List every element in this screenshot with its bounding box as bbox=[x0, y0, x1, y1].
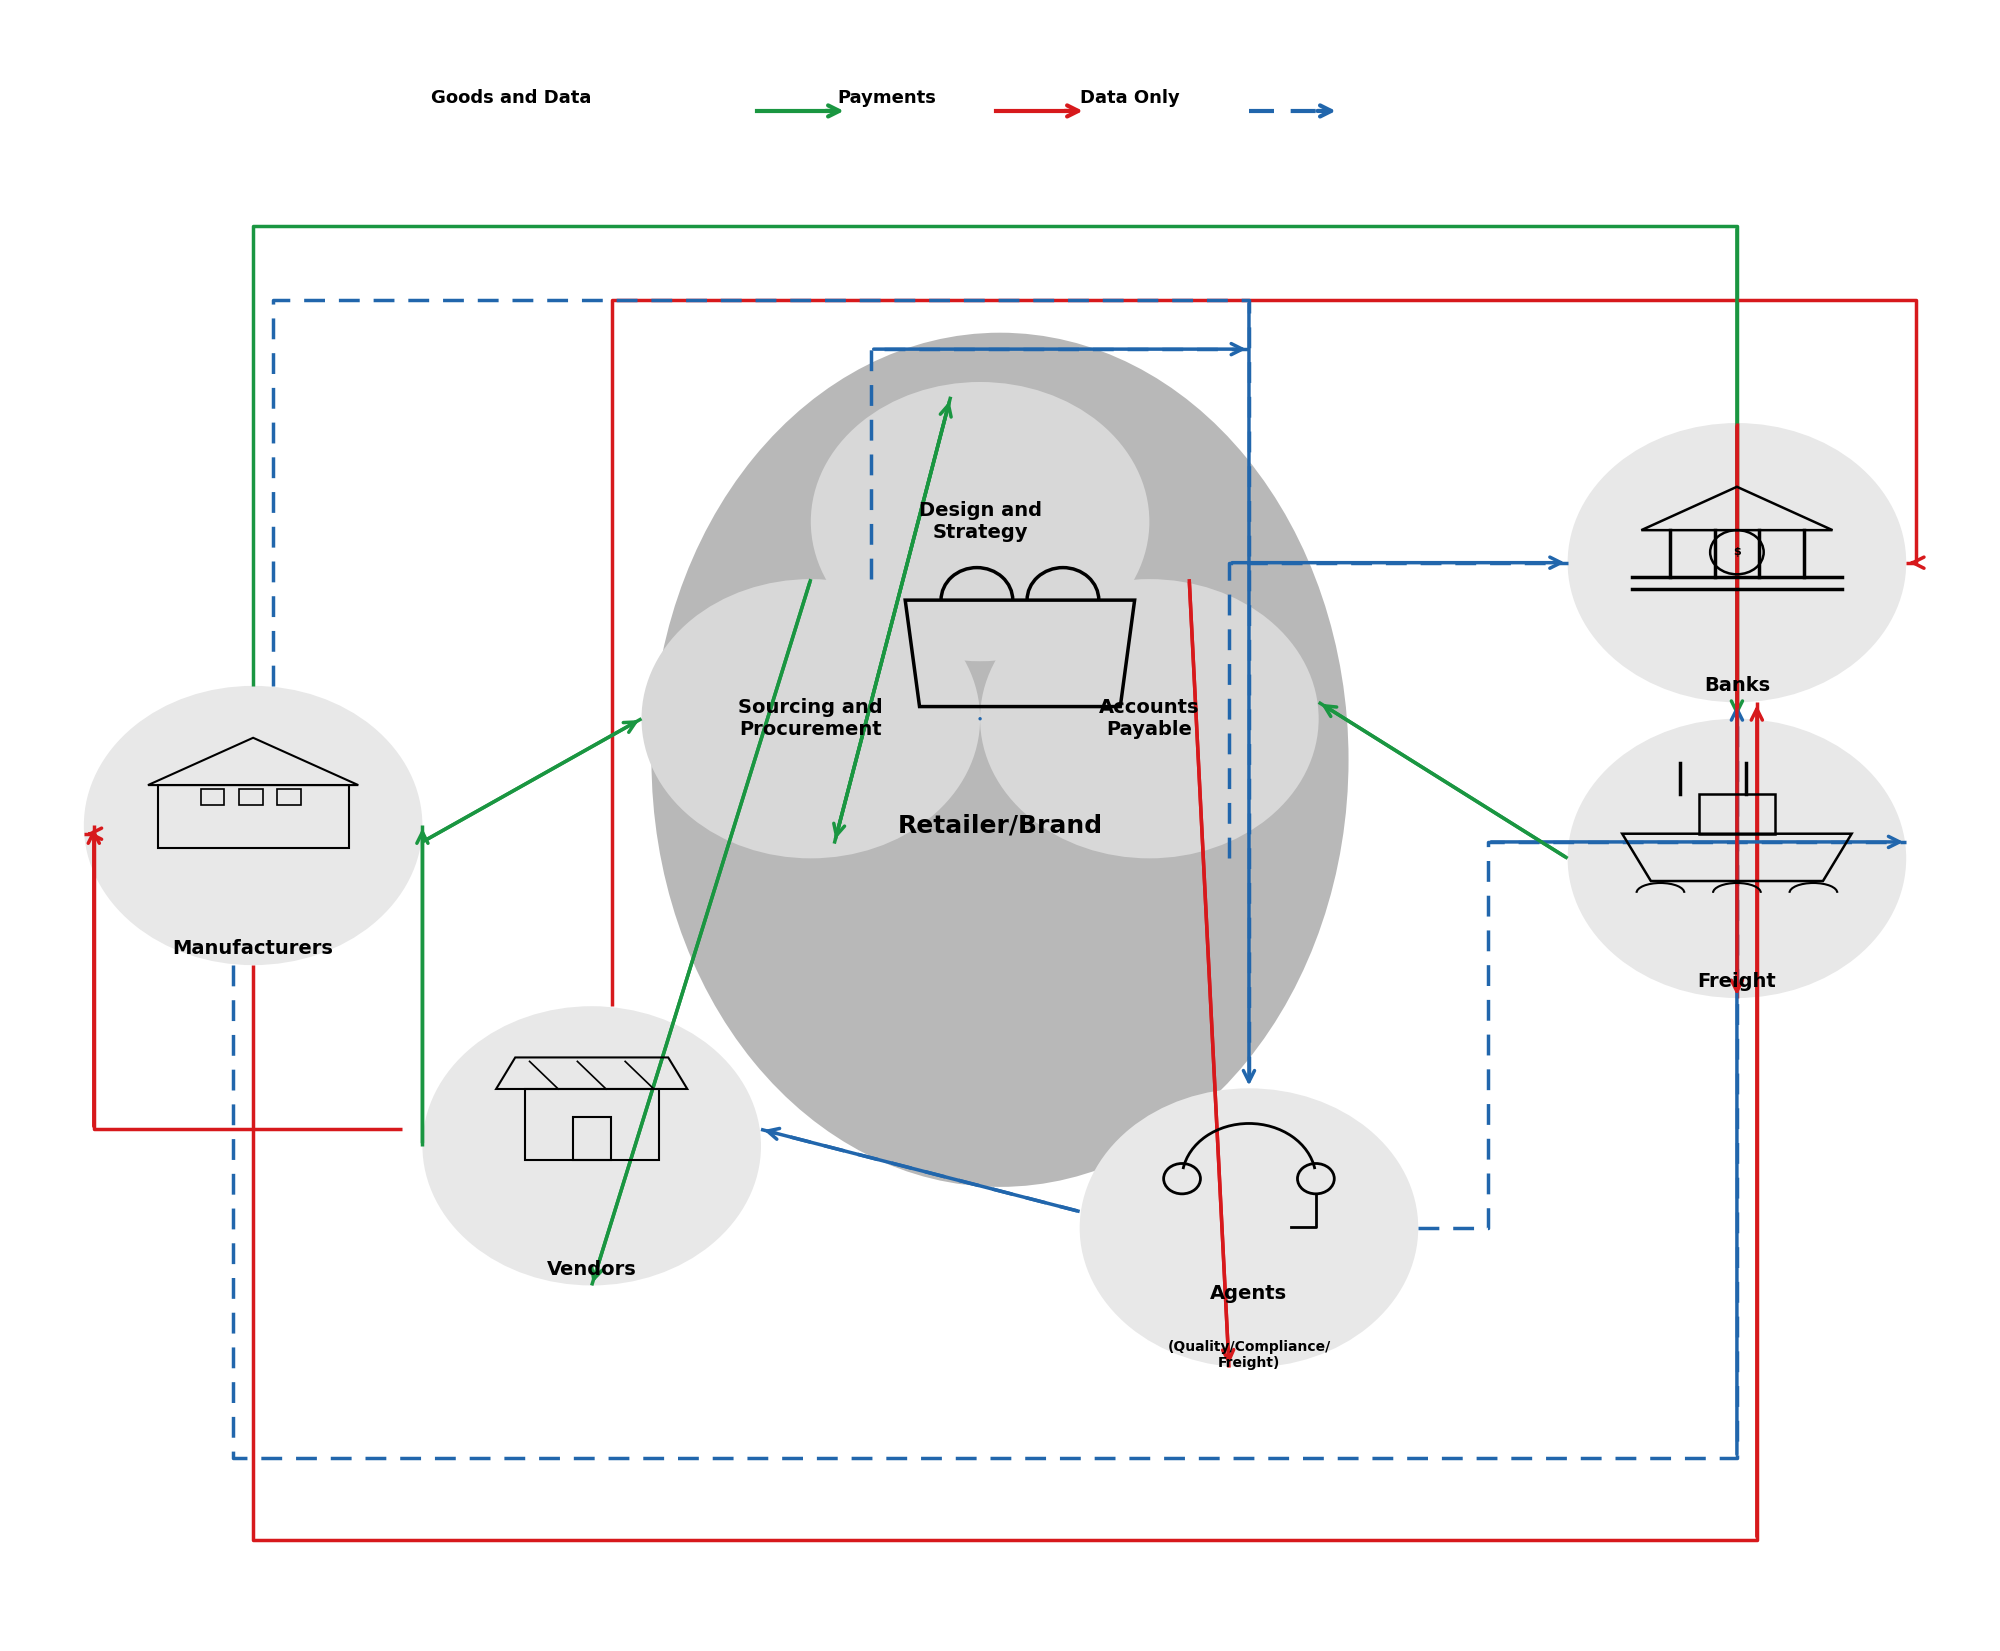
Text: Banks: Banks bbox=[1704, 677, 1770, 695]
Ellipse shape bbox=[652, 334, 1348, 1187]
Text: Data Only: Data Only bbox=[1080, 89, 1180, 107]
Circle shape bbox=[642, 580, 980, 859]
Text: $: $ bbox=[1734, 546, 1740, 558]
Circle shape bbox=[980, 580, 1318, 859]
Text: Retailer/Brand: Retailer/Brand bbox=[898, 814, 1102, 837]
Text: Agents: Agents bbox=[1210, 1284, 1288, 1303]
Text: Payments: Payments bbox=[838, 89, 936, 107]
Circle shape bbox=[1568, 423, 1906, 702]
Text: Freight: Freight bbox=[1698, 972, 1776, 991]
Circle shape bbox=[1568, 718, 1906, 997]
Circle shape bbox=[810, 381, 1150, 662]
Text: Sourcing and
Procurement: Sourcing and Procurement bbox=[738, 698, 884, 740]
Circle shape bbox=[84, 685, 422, 966]
Text: Vendors: Vendors bbox=[546, 1260, 636, 1278]
Circle shape bbox=[1080, 1088, 1418, 1367]
Text: (Quality/Compliance/
Freight): (Quality/Compliance/ Freight) bbox=[1168, 1339, 1330, 1370]
Text: Manufacturers: Manufacturers bbox=[172, 939, 334, 958]
Circle shape bbox=[422, 1005, 760, 1286]
Text: Accounts
Payable: Accounts Payable bbox=[1100, 698, 1200, 740]
Text: Goods and Data: Goods and Data bbox=[432, 89, 592, 107]
Text: Design and
Strategy: Design and Strategy bbox=[918, 502, 1042, 542]
